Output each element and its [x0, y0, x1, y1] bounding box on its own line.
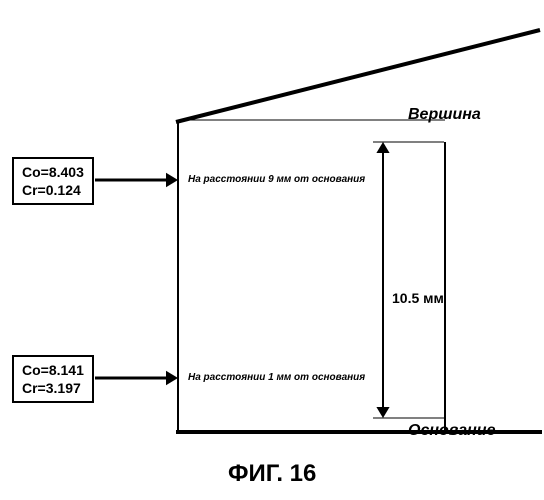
dimension-label: 10.5 мм [392, 290, 444, 306]
data-box-bottom-line2: Cr=3.197 [22, 379, 84, 397]
data-box-bottom-line1: Co=8.141 [22, 361, 84, 379]
note-top: На расстоянии 9 мм от основания [188, 174, 365, 185]
pointer-arrow-top [95, 173, 178, 187]
data-box-top-line2: Cr=0.124 [22, 181, 84, 199]
note-bottom: На расстоянии 1 мм от основания [188, 372, 365, 383]
data-box-bottom: Co=8.141 Cr=3.197 [12, 355, 94, 403]
pointer-arrow-bottom [95, 371, 178, 385]
data-box-top-line1: Co=8.403 [22, 163, 84, 181]
figure-caption: ФИГ. 16 [228, 460, 316, 488]
data-box-top: Co=8.403 Cr=0.124 [12, 157, 94, 205]
dimension-group [373, 142, 444, 418]
roof-line [176, 30, 540, 122]
figure-container: Co=8.403 Cr=0.124 Co=8.141 Cr=3.197 Верш… [0, 0, 544, 500]
apex-label: Вершина [408, 106, 481, 124]
base-label: Основание [408, 422, 495, 440]
